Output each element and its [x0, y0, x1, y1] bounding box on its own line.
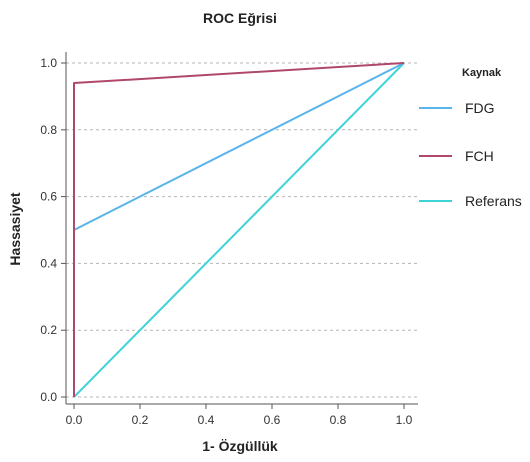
x-tick-label: 1.0 — [396, 413, 413, 427]
y-tick-label: 0.8 — [40, 123, 57, 137]
chart-title: ROC Eğrisi — [203, 10, 277, 26]
legend-label-fch: FCH — [465, 148, 494, 164]
y-tick-label: 0.2 — [40, 323, 57, 337]
y-tick-label: 1.0 — [40, 56, 57, 70]
legend-title: Kaynak — [462, 67, 502, 79]
x-axis-title: 1- Özgüllük — [202, 438, 278, 454]
x-tick-label: 0.2 — [132, 413, 149, 427]
legend: Kaynak FDG FCH Referans — [419, 67, 522, 209]
legend-label-referans: Referans — [465, 193, 522, 209]
y-tick-label: 0.4 — [40, 256, 57, 270]
y-axis-ticks: 0.0 0.2 0.4 0.6 0.8 1.0 — [40, 56, 66, 404]
y-tick-label: 0.6 — [40, 190, 57, 204]
x-axis-ticks: 0.0 0.2 0.4 0.6 0.8 1.0 — [66, 404, 413, 427]
series-line-fch — [73, 62, 405, 397]
x-tick-label: 0.6 — [264, 413, 281, 427]
legend-label-fdg: FDG — [465, 100, 495, 116]
series-lines — [73, 62, 405, 398]
x-tick-label: 0.0 — [66, 413, 83, 427]
x-tick-label: 0.4 — [198, 413, 215, 427]
y-axis-title: Hassasiyet — [7, 192, 23, 266]
grid-lines — [66, 62, 418, 398]
x-tick-label: 0.8 — [330, 413, 347, 427]
y-tick-label: 0.0 — [40, 390, 57, 404]
series-line-referans — [73, 62, 405, 398]
